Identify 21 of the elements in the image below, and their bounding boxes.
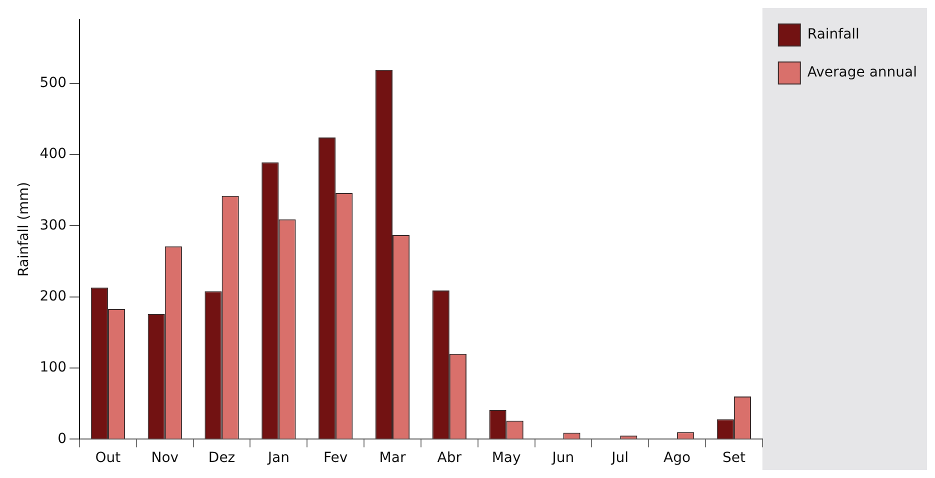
y-tick-label: 500 <box>40 75 67 92</box>
x-tick-label: Dez <box>208 450 236 466</box>
x-tick-label: Jan <box>266 450 290 466</box>
legend-label: Rainfall <box>807 26 860 43</box>
x-tick-label: Mar <box>379 450 406 466</box>
x-tick-label: May <box>492 450 521 466</box>
y-tick-label: 0 <box>58 430 67 447</box>
legend-label: Average annual <box>807 64 917 81</box>
x-tick-label: Jul <box>610 450 629 466</box>
x-tick-label: Abr <box>437 450 462 466</box>
x-tick-label: Nov <box>151 450 179 466</box>
x-tick-label: Ago <box>664 450 691 466</box>
x-tick-label: Out <box>95 450 122 466</box>
x-tick-label: Fev <box>324 450 348 466</box>
y-tick-label: 200 <box>40 288 67 305</box>
y-tick-label: 400 <box>40 146 67 162</box>
x-tick-label: Set <box>722 450 746 466</box>
y-tick-label: 300 <box>40 217 67 234</box>
x-tick-label: Jun <box>551 450 574 466</box>
y-tick-label: 100 <box>40 360 67 376</box>
y-axis-title: Rainfall (mm) <box>16 182 32 277</box>
